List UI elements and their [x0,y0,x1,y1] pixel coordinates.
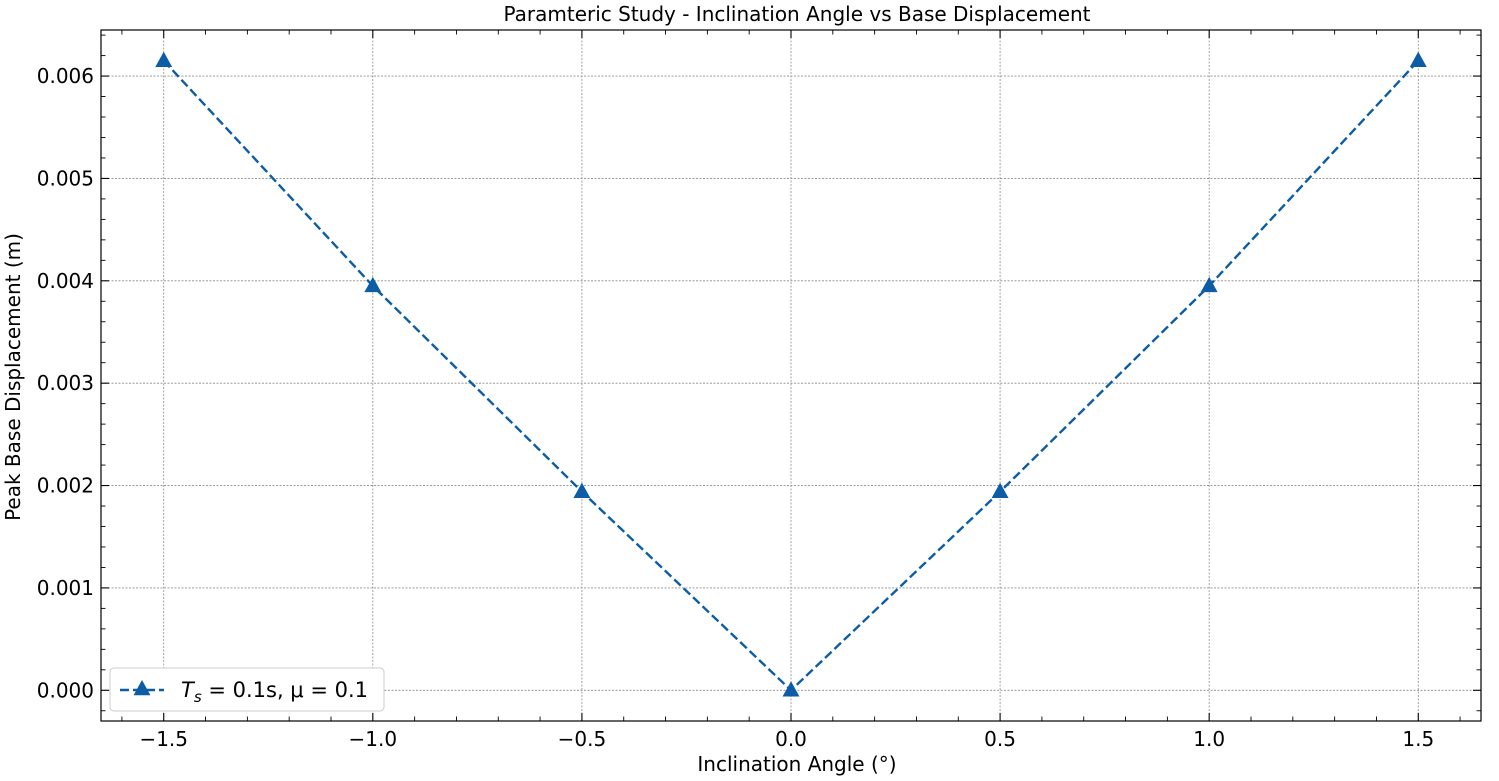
y-tick-label-6: 0.006 [37,64,94,88]
x-tick-label-1: −1.0 [349,727,398,751]
legend-label-main: T [181,678,196,702]
data-point-4 [991,482,1009,498]
data-point-1 [364,276,382,293]
y-tick-label-1: 0.001 [37,576,94,600]
data-point-0 [155,51,173,67]
data-point-6 [1409,51,1427,67]
legend-box [109,667,385,712]
data-point-5 [1200,276,1218,293]
x-tick-label-4: 0.5 [984,727,1016,751]
ticks [101,30,1481,721]
legend-marker [133,679,151,696]
series-layer [155,51,1427,697]
y-tick-label-5: 0.005 [37,166,94,190]
legend: Ts = 0.1s, μ = 0.1 [109,667,385,712]
y-tick-label-3: 0.003 [37,371,94,395]
x-tick-label-6: 1.5 [1402,727,1434,751]
y-axis-label: Peak Base Displacement (m) [1,233,25,521]
legend-label: Ts = 0.1s, μ = 0.1 [181,678,368,706]
x-axis-label: Inclination Angle (°) [697,752,896,776]
legend-label-sub: s [194,688,202,706]
legend-label-rest: = 0.1s, μ = 0.1 [202,678,368,702]
x-tick-label-3: 0.0 [775,727,807,751]
x-tick-label-0: −1.5 [139,727,188,751]
x-tick-label-2: −0.5 [558,727,607,751]
y-tick-label-2: 0.002 [37,474,94,498]
y-tick-label-0: 0.000 [37,678,94,702]
data-point-3 [782,681,800,697]
x-tick-label-5: 1.0 [1193,727,1225,751]
data-point-2 [573,482,591,498]
tick-labels: −1.5 −1.0 −0.5 0.0 0.5 1.0 1.5 0.000 0.001 0.002 0… [37,64,1434,751]
chart-title: Paramteric Study - Inclination Angle vs … [503,2,1090,26]
y-tick-label-4: 0.004 [37,269,94,293]
